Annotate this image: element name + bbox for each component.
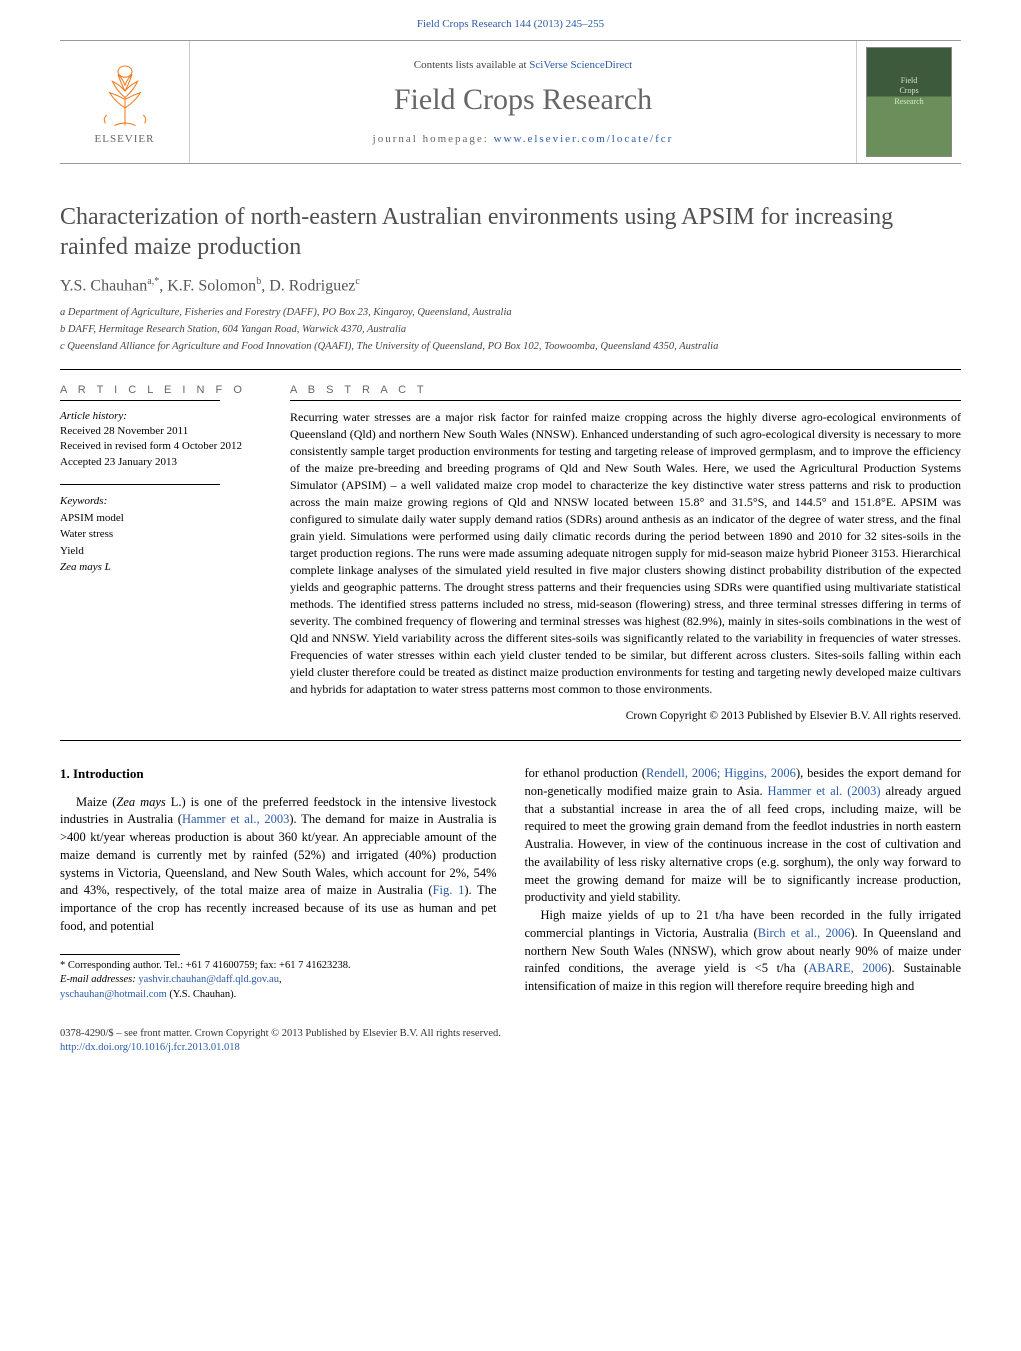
abstract-copyright: Crown Copyright © 2013 Published by Else… — [290, 710, 961, 722]
citation-link[interactable]: Birch et al., 2006 — [758, 926, 851, 940]
divider — [60, 740, 961, 741]
affiliations: a Department of Agriculture, Fisheries a… — [60, 305, 961, 354]
email-line: E-mail addresses: yashvir.chauhan@daff.q… — [60, 973, 497, 1002]
affiliation-c: c Queensland Alliance for Agriculture an… — [60, 339, 961, 355]
abstract-rule — [290, 400, 961, 401]
author-2: , K.F. Solomon — [159, 277, 256, 294]
corr-author-line: * Corresponding author. Tel.: +61 7 4160… — [60, 959, 497, 974]
keyword: Yield — [60, 543, 268, 560]
citation-link[interactable]: ABARE, 2006 — [808, 961, 887, 975]
keyword: APSIM model — [60, 510, 268, 527]
journal-cover-thumb: FieldCropsResearch — [866, 47, 952, 157]
article-title: Characterization of north-eastern Austra… — [60, 202, 961, 262]
intro-paragraph-1-cont: for ethanol production (Rendell, 2006; H… — [525, 765, 962, 907]
footnote-rule — [60, 954, 180, 955]
article-history: Article history: Received 28 November 20… — [60, 409, 268, 471]
history-received: Received 28 November 2011 — [60, 424, 268, 439]
citation-link[interactable]: Hammer et al. (2003) — [768, 784, 881, 798]
cover-thumb-label: FieldCropsResearch — [867, 76, 951, 107]
banner-center: Contents lists available at SciVerse Sci… — [190, 41, 856, 163]
history-accepted: Accepted 23 January 2013 — [60, 455, 268, 470]
running-header: Field Crops Research 144 (2013) 245–255 — [0, 0, 1021, 40]
intro-paragraph-1: Maize (Zea mays L.) is one of the prefer… — [60, 794, 497, 936]
info-rule — [60, 484, 220, 485]
section-1-heading: 1. Introduction — [60, 765, 497, 783]
author-3: , D. Rodriguez — [261, 277, 355, 294]
keywords-label: Keywords: — [60, 493, 268, 510]
keywords-block: Keywords: APSIM model Water stress Yield… — [60, 493, 268, 576]
body-two-column: 1. Introduction Maize (Zea mays L.) is o… — [60, 765, 961, 1003]
contents-available-line: Contents lists available at SciVerse Sci… — [414, 59, 632, 71]
affiliation-a: a Department of Agriculture, Fisheries a… — [60, 305, 961, 321]
citation-link[interactable]: Field Crops Research 144 (2013) 245–255 — [417, 18, 604, 30]
abstract-column: A B S T R A C T Recurring water stresses… — [290, 384, 961, 723]
email-link[interactable]: yschauhan@hotmail.com — [60, 989, 167, 1000]
journal-banner: ELSEVIER Contents lists available at Sci… — [60, 40, 961, 164]
body-right-column: for ethanol production (Rendell, 2006; H… — [525, 765, 962, 1003]
publisher-block: ELSEVIER — [60, 41, 190, 163]
cover-block: FieldCropsResearch — [856, 41, 961, 163]
abstract-heading: A B S T R A C T — [290, 384, 961, 396]
body-left-column: 1. Introduction Maize (Zea mays L.) is o… — [60, 765, 497, 1003]
history-label: Article history: — [60, 409, 268, 424]
page-footer: 0378-4290/$ – see front matter. Crown Co… — [60, 1027, 961, 1056]
history-revised: Received in revised form 4 October 2012 — [60, 439, 268, 454]
info-abstract-row: A R T I C L E I N F O Article history: R… — [60, 370, 961, 723]
journal-name: Field Crops Research — [394, 83, 652, 117]
email-link[interactable]: yashvir.chauhan@daff.qld.gov.au — [138, 974, 279, 985]
author-list: Y.S. Chauhana,*, K.F. Solomonb, D. Rodri… — [60, 276, 961, 295]
sciencedirect-link[interactable]: SciVerse ScienceDirect — [529, 59, 632, 71]
journal-homepage-line: journal homepage: www.elsevier.com/locat… — [373, 133, 674, 145]
keyword: Zea mays L — [60, 559, 268, 576]
article-info-column: A R T I C L E I N F O Article history: R… — [60, 384, 290, 723]
info-rule — [60, 400, 220, 401]
doi-link[interactable]: http://dx.doi.org/10.1016/j.fcr.2013.01.… — [60, 1042, 240, 1053]
affiliation-b: b DAFF, Hermitage Research Station, 604 … — [60, 322, 961, 338]
keyword: Water stress — [60, 526, 268, 543]
author-1: Y.S. Chauhan — [60, 277, 147, 294]
citation-link[interactable]: Rendell, 2006; Higgins, 2006 — [646, 766, 796, 780]
journal-homepage-link[interactable]: www.elsevier.com/locate/fcr — [494, 133, 674, 145]
publisher-name: ELSEVIER — [95, 133, 155, 145]
citation-link[interactable]: Hammer et al., 2003 — [182, 812, 289, 826]
issn-copyright-line: 0378-4290/$ – see front matter. Crown Co… — [60, 1027, 961, 1042]
elsevier-tree-icon — [90, 59, 160, 129]
figure-link[interactable]: Fig. 1 — [433, 883, 465, 897]
abstract-text: Recurring water stresses are a major ris… — [290, 409, 961, 699]
corresponding-author-footnote: * Corresponding author. Tel.: +61 7 4160… — [60, 959, 497, 1003]
article-info-heading: A R T I C L E I N F O — [60, 384, 268, 396]
intro-paragraph-2: High maize yields of up to 21 t/ha have … — [525, 907, 962, 996]
